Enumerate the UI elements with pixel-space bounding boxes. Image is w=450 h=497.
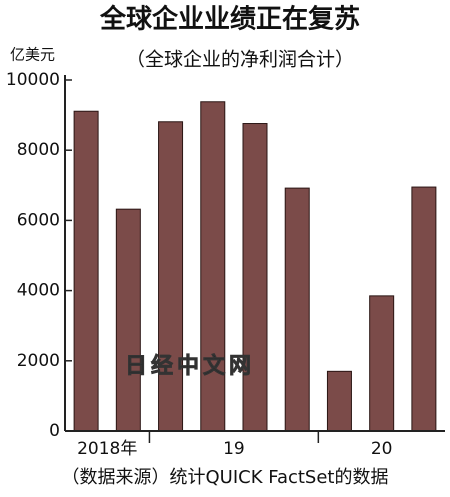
y-axis-label: 亿美元	[10, 46, 55, 64]
bar	[369, 295, 395, 432]
y-tick-label: 2000	[17, 351, 60, 371]
bar	[326, 370, 352, 432]
y-tick-label: 8000	[17, 140, 60, 160]
bar	[158, 121, 184, 432]
bar	[200, 101, 226, 432]
chart-title: 全球企业业绩正在复苏	[99, 4, 360, 35]
bar	[242, 123, 268, 432]
bar	[411, 186, 437, 432]
y-tick-label: 0	[49, 421, 60, 441]
bar	[73, 110, 99, 432]
x-group-label: 20	[371, 439, 393, 459]
chart-subtitle: （全球企业的净利润合计）	[126, 49, 354, 71]
x-group-label: 19	[223, 439, 245, 459]
bar	[115, 208, 141, 432]
watermark: 日经中文网	[125, 353, 255, 379]
bar	[284, 187, 310, 432]
y-tick-label: 4000	[17, 281, 60, 301]
source-note: （数据来源）统计QUICK FactSet的数据	[62, 467, 389, 488]
y-tick-label: 10000	[6, 70, 60, 90]
x-group-label: 2018年	[77, 439, 137, 459]
y-tick-label: 6000	[17, 210, 60, 230]
